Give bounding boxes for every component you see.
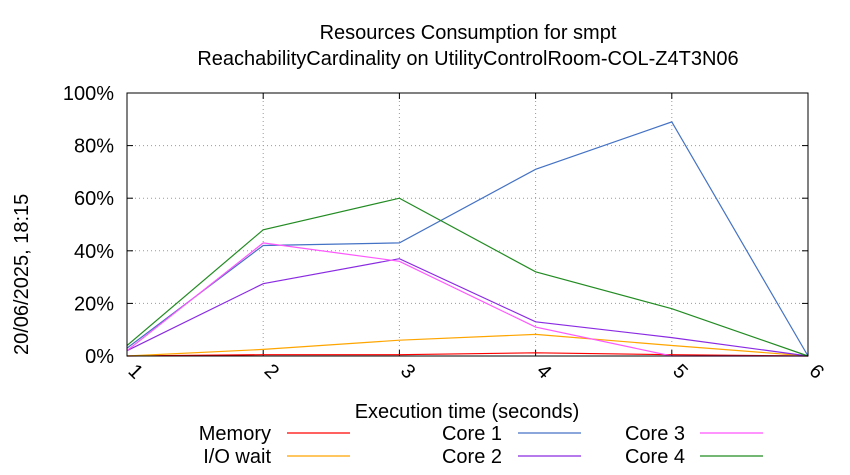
chart-title: Resources Consumption for smpt <box>320 22 617 44</box>
legend-label-core-1: Core 1 <box>442 423 502 445</box>
plot-border <box>126 92 809 357</box>
series-line-core-1 <box>126 121 809 357</box>
timestamp-label: 20/06/2025, 18:15 <box>11 194 33 355</box>
series-line-memory <box>126 352 809 357</box>
y-tick-label: 100% <box>63 83 114 105</box>
legend-label-i-o-wait: I/O wait <box>203 446 271 468</box>
grid-lines <box>127 93 808 356</box>
x-tick-label: 4 <box>532 360 555 383</box>
y-tick-label: 80% <box>74 136 114 158</box>
legend-label-core-3: Core 3 <box>625 423 685 445</box>
x-tick-label: 2 <box>260 360 283 383</box>
x-axis: 1 2 3 4 5 6 <box>124 93 828 383</box>
legend-label-core-2: Core 2 <box>442 446 502 468</box>
x-tick-label: 3 <box>396 360 419 383</box>
y-tick-label: 0% <box>85 346 114 368</box>
series-lines <box>126 121 809 357</box>
chart-subtitle: ReachabilityCardinality on UtilityContro… <box>197 48 738 70</box>
legend-label-memory: Memory <box>199 423 271 445</box>
series-line-core-2 <box>126 258 809 357</box>
series-line-core-3 <box>126 242 808 357</box>
series-line-i-o-wait <box>126 333 809 357</box>
x-axis-label: Execution time (seconds) <box>355 401 580 423</box>
y-tick-label: 20% <box>74 293 114 315</box>
series-line-core-4 <box>126 197 809 357</box>
y-axis: 0% 20% 40% 60% 80% 100% <box>63 83 808 368</box>
x-tick-label: 1 <box>124 360 147 383</box>
x-tick-label: 6 <box>805 360 828 383</box>
y-tick-label: 60% <box>74 188 114 210</box>
legend-label-core-4: Core 4 <box>625 446 685 468</box>
y-tick-label: 40% <box>74 241 114 263</box>
x-tick-label: 5 <box>668 360 691 383</box>
